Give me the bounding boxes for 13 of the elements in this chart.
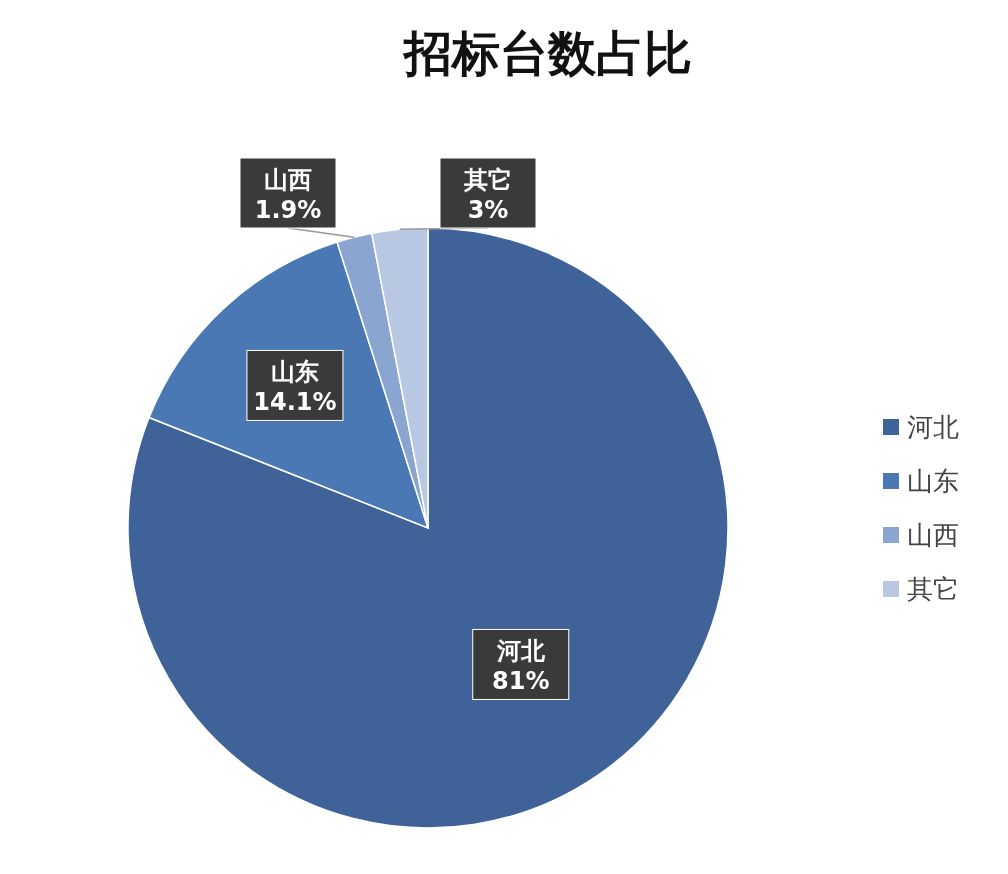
legend-label: 山东 bbox=[907, 466, 959, 496]
data-label: 3% bbox=[467, 196, 509, 224]
legend-label: 其它 bbox=[907, 574, 959, 604]
legend-label: 河北 bbox=[907, 412, 959, 442]
slice-label: 山西 bbox=[264, 166, 312, 194]
slice-label: 山东 bbox=[270, 358, 319, 387]
data-label: 81% bbox=[492, 667, 550, 696]
data-label: 1.9% bbox=[254, 196, 322, 224]
slice-label: 河北 bbox=[495, 637, 546, 666]
slice-label: 其它 bbox=[463, 166, 512, 194]
legend-label: 山西 bbox=[907, 520, 959, 550]
data-label: 14.1% bbox=[253, 388, 337, 417]
chart-title: 招标台数占比 bbox=[402, 25, 692, 81]
